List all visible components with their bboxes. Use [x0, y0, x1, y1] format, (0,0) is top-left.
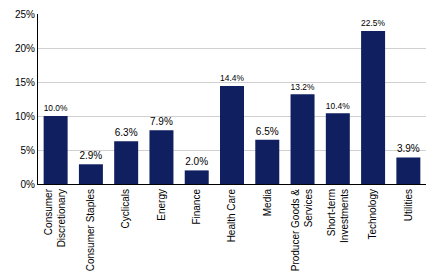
svg-text:Short-termInvestments: Short-termInvestments	[326, 189, 350, 243]
svg-text:Media: Media	[262, 189, 273, 217]
svg-text:22.5%: 22.5%	[361, 18, 385, 28]
svg-text:5%: 5%	[21, 145, 36, 156]
svg-text:6.3%: 6.3%	[115, 127, 138, 138]
svg-text:25%: 25%	[15, 9, 35, 20]
svg-text:Producer Goods &Services: Producer Goods &Services	[290, 189, 314, 272]
svg-text:14.4%: 14.4%	[220, 73, 244, 83]
svg-text:3.9%: 3.9%	[397, 143, 420, 154]
svg-text:10.0%: 10.0%	[44, 103, 68, 113]
svg-text:Finance: Finance	[191, 189, 202, 225]
svg-text:Health Care: Health Care	[226, 189, 237, 243]
svg-text:20%: 20%	[15, 43, 35, 54]
svg-text:Energy: Energy	[156, 189, 167, 221]
svg-text:10.4%: 10.4%	[326, 101, 350, 111]
svg-text:13.2%: 13.2%	[291, 82, 315, 92]
svg-text:6.5%: 6.5%	[256, 126, 279, 137]
svg-text:Technology: Technology	[367, 189, 378, 240]
svg-text:Consumer Staples: Consumer Staples	[85, 189, 96, 271]
svg-text:0%: 0%	[21, 179, 36, 190]
svg-text:10%: 10%	[15, 111, 35, 122]
svg-text:2.9%: 2.9%	[79, 150, 102, 161]
svg-text:ConsumerDiscretionary: ConsumerDiscretionary	[43, 188, 67, 247]
svg-text:7.9%: 7.9%	[150, 116, 173, 127]
svg-text:15%: 15%	[15, 77, 35, 88]
svg-text:Utilities: Utilities	[403, 189, 414, 221]
svg-text:2.0%: 2.0%	[185, 156, 208, 167]
svg-text:Cyclicals: Cyclicals	[120, 189, 131, 228]
